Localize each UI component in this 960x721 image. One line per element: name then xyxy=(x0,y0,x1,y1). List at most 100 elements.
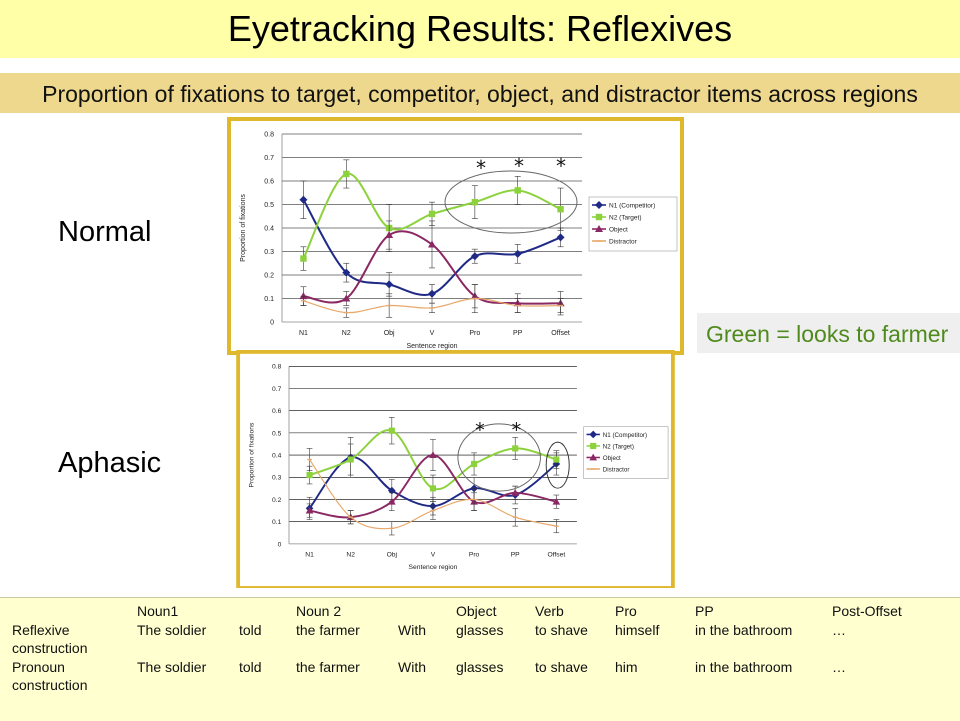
table-cell: With xyxy=(398,622,426,638)
table-cell: the farmer xyxy=(296,622,360,638)
header-post-offset: Post-Offset xyxy=(832,603,902,619)
y-tick-label: 0.1 xyxy=(264,296,274,303)
highlight-ellipse xyxy=(444,170,578,234)
y-tick-label: 0.2 xyxy=(272,497,282,504)
table-cell: himself xyxy=(615,622,660,638)
y-tick-label: 0.8 xyxy=(264,132,274,139)
x-tick-label: V xyxy=(430,330,435,337)
table-cell: to shave xyxy=(535,622,588,638)
legend-marker xyxy=(595,213,603,221)
y-tick-label: 0.3 xyxy=(272,475,282,482)
header-object: Object xyxy=(456,603,497,619)
data-point xyxy=(471,460,478,468)
table-cell: in the bathroom xyxy=(695,659,793,675)
table-cell: to shave xyxy=(535,659,588,675)
data-point xyxy=(300,255,307,262)
y-tick-label: 0.1 xyxy=(272,519,282,526)
data-point xyxy=(429,485,437,492)
y-tick-label: 0 xyxy=(270,320,274,327)
y-tick-label: 0.7 xyxy=(272,386,282,393)
significance-star: * xyxy=(512,418,522,441)
x-tick-label: V xyxy=(431,551,436,558)
row-label: construction xyxy=(12,677,88,693)
data-point xyxy=(514,187,521,194)
legend-label: Object xyxy=(609,227,628,234)
data-point xyxy=(385,231,394,239)
x-axis-title: Sentence region xyxy=(409,564,458,571)
subtitle-bar: Proportion of fixations to target, compe… xyxy=(0,73,960,113)
y-tick-label: 0.6 xyxy=(264,179,274,186)
y-tick-label: 0.6 xyxy=(272,408,282,415)
highlight-ellipse xyxy=(457,423,541,492)
y-tick-label: 0.5 xyxy=(264,202,274,209)
header-noun1: Noun1 xyxy=(137,603,179,619)
x-tick-label: N2 xyxy=(346,551,355,558)
legend-label: N2 (Target) xyxy=(609,215,642,222)
table-cell: glasses xyxy=(456,659,504,675)
x-tick-label: PP xyxy=(511,551,520,558)
data-point xyxy=(471,198,479,206)
header-pp: PP xyxy=(695,603,714,619)
table-cell: … xyxy=(832,622,846,638)
x-tick-label: N1 xyxy=(299,330,308,337)
significance-star: * xyxy=(475,418,485,441)
data-point xyxy=(428,210,436,218)
slide-title: Eyetracking Results: Reflexives xyxy=(227,8,733,49)
significance-star: * xyxy=(476,156,486,180)
data-point xyxy=(299,292,308,300)
table-cell: glasses xyxy=(456,622,504,638)
significance-star: * xyxy=(514,154,524,178)
table-cell: The soldier xyxy=(137,622,207,638)
table-cell: The soldier xyxy=(137,659,207,675)
label-aphasic: Aphasic xyxy=(58,447,162,479)
legend-label: N1 (Competitor) xyxy=(603,432,647,439)
title-bar: Eyetracking Results: Reflexives xyxy=(0,0,960,58)
table-cell: the farmer xyxy=(296,659,360,675)
y-tick-label: 0.2 xyxy=(264,273,274,280)
row-label: Reflexive xyxy=(12,622,70,638)
x-axis-title: Sentence region xyxy=(407,343,458,350)
legend-marker xyxy=(590,442,597,450)
y-tick-label: 0 xyxy=(278,541,282,548)
data-point xyxy=(428,240,436,248)
header-verb: Verb xyxy=(535,603,564,619)
label-normal: Normal xyxy=(58,216,152,248)
legend-marker xyxy=(589,453,598,461)
y-tick-label: 0.5 xyxy=(272,430,282,437)
x-tick-label: Offset xyxy=(551,330,570,337)
legend-label: Object xyxy=(603,455,621,462)
data-point xyxy=(428,289,436,298)
y-tick-label: 0.7 xyxy=(264,155,274,162)
y-tick-label: 0.4 xyxy=(272,452,282,459)
data-point xyxy=(299,195,308,204)
table-cell: in the bathroom xyxy=(695,622,793,638)
header-pro: Pro xyxy=(615,603,637,619)
legend-label: N1 (Competitor) xyxy=(609,203,655,210)
data-point xyxy=(557,206,564,213)
data-point xyxy=(342,294,351,302)
data-point xyxy=(347,456,354,463)
data-point xyxy=(553,456,560,463)
data-point xyxy=(429,451,437,458)
x-tick-label: Obj xyxy=(387,551,398,558)
table-cell: told xyxy=(239,659,262,675)
data-point xyxy=(387,497,396,505)
legend-box xyxy=(583,426,669,479)
x-tick-label: Obj xyxy=(384,330,395,337)
table-cell: … xyxy=(832,659,846,675)
note-box: Green = looks to farmer xyxy=(697,313,960,353)
data-point xyxy=(306,471,313,479)
sentence-table: Noun1 Noun 2 Object Verb Pro PP Post-Off… xyxy=(0,597,960,721)
x-tick-label: PP xyxy=(513,330,523,337)
legend-label: N2 (Target) xyxy=(603,443,634,450)
x-tick-label: Pro xyxy=(469,551,480,558)
data-point xyxy=(552,497,561,505)
row-label: construction xyxy=(12,640,88,656)
data-point xyxy=(343,170,350,178)
data-point xyxy=(388,427,395,434)
data-point xyxy=(511,488,520,496)
legend-box xyxy=(588,196,678,252)
legend-label: Distractor xyxy=(609,239,638,246)
y-axis-title: Proportion of fixations xyxy=(240,194,247,262)
table-cell: him xyxy=(615,659,638,675)
